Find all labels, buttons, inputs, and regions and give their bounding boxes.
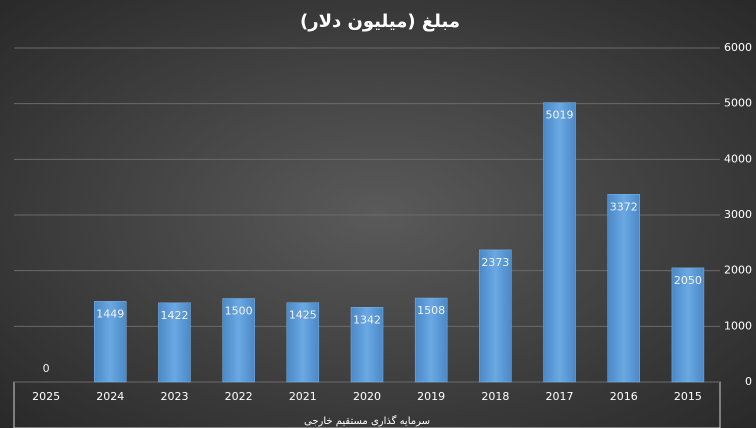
value-label: 1425 — [289, 309, 317, 322]
y-tick-label: 1000 — [724, 319, 752, 332]
y-tick-label: 5000 — [724, 97, 752, 110]
value-label: 3372 — [610, 200, 638, 213]
x-tick-label: 2021 — [289, 390, 317, 403]
value-label: 5019 — [546, 109, 574, 122]
bar — [222, 298, 255, 383]
bar — [607, 194, 640, 383]
value-label: 2373 — [481, 256, 509, 269]
bar — [479, 249, 512, 383]
x-tick-label: 2016 — [610, 390, 638, 403]
value-label: 1422 — [160, 309, 188, 322]
x-tick-label: 2020 — [353, 390, 381, 403]
x-tick-label: 2015 — [674, 390, 702, 403]
value-label: 1342 — [353, 313, 381, 326]
x-tick-label: 2023 — [160, 390, 188, 403]
y-tick-label: 6000 — [724, 41, 752, 54]
value-label: 0 — [43, 362, 50, 375]
x-tick-label: 2017 — [546, 390, 574, 403]
x-tick-label: 2022 — [225, 390, 253, 403]
y-tick-label: 0 — [745, 375, 752, 388]
bar — [414, 297, 448, 383]
x-tick-label: 2018 — [481, 390, 509, 403]
bar — [94, 301, 127, 383]
x-tick-label: 2024 — [96, 390, 124, 403]
value-label: 2050 — [674, 274, 702, 287]
x-axis-title: سرمایه گذاری مستقیم خارجی — [304, 415, 430, 427]
bar — [158, 302, 191, 383]
bar — [286, 302, 320, 383]
bar — [543, 102, 576, 383]
chart-title: مبلغ (میلیون دلار) — [300, 11, 460, 32]
value-label: 1500 — [225, 305, 253, 318]
bar — [671, 267, 705, 383]
x-tick-label: 2025 — [32, 390, 60, 403]
x-tick-label: 2019 — [417, 390, 445, 403]
bar — [350, 307, 384, 383]
value-label: 1449 — [96, 307, 124, 320]
y-tick-label: 4000 — [724, 152, 752, 165]
value-label: 1508 — [417, 304, 445, 317]
y-tick-label: 2000 — [724, 264, 752, 277]
y-tick-label: 3000 — [724, 208, 752, 221]
